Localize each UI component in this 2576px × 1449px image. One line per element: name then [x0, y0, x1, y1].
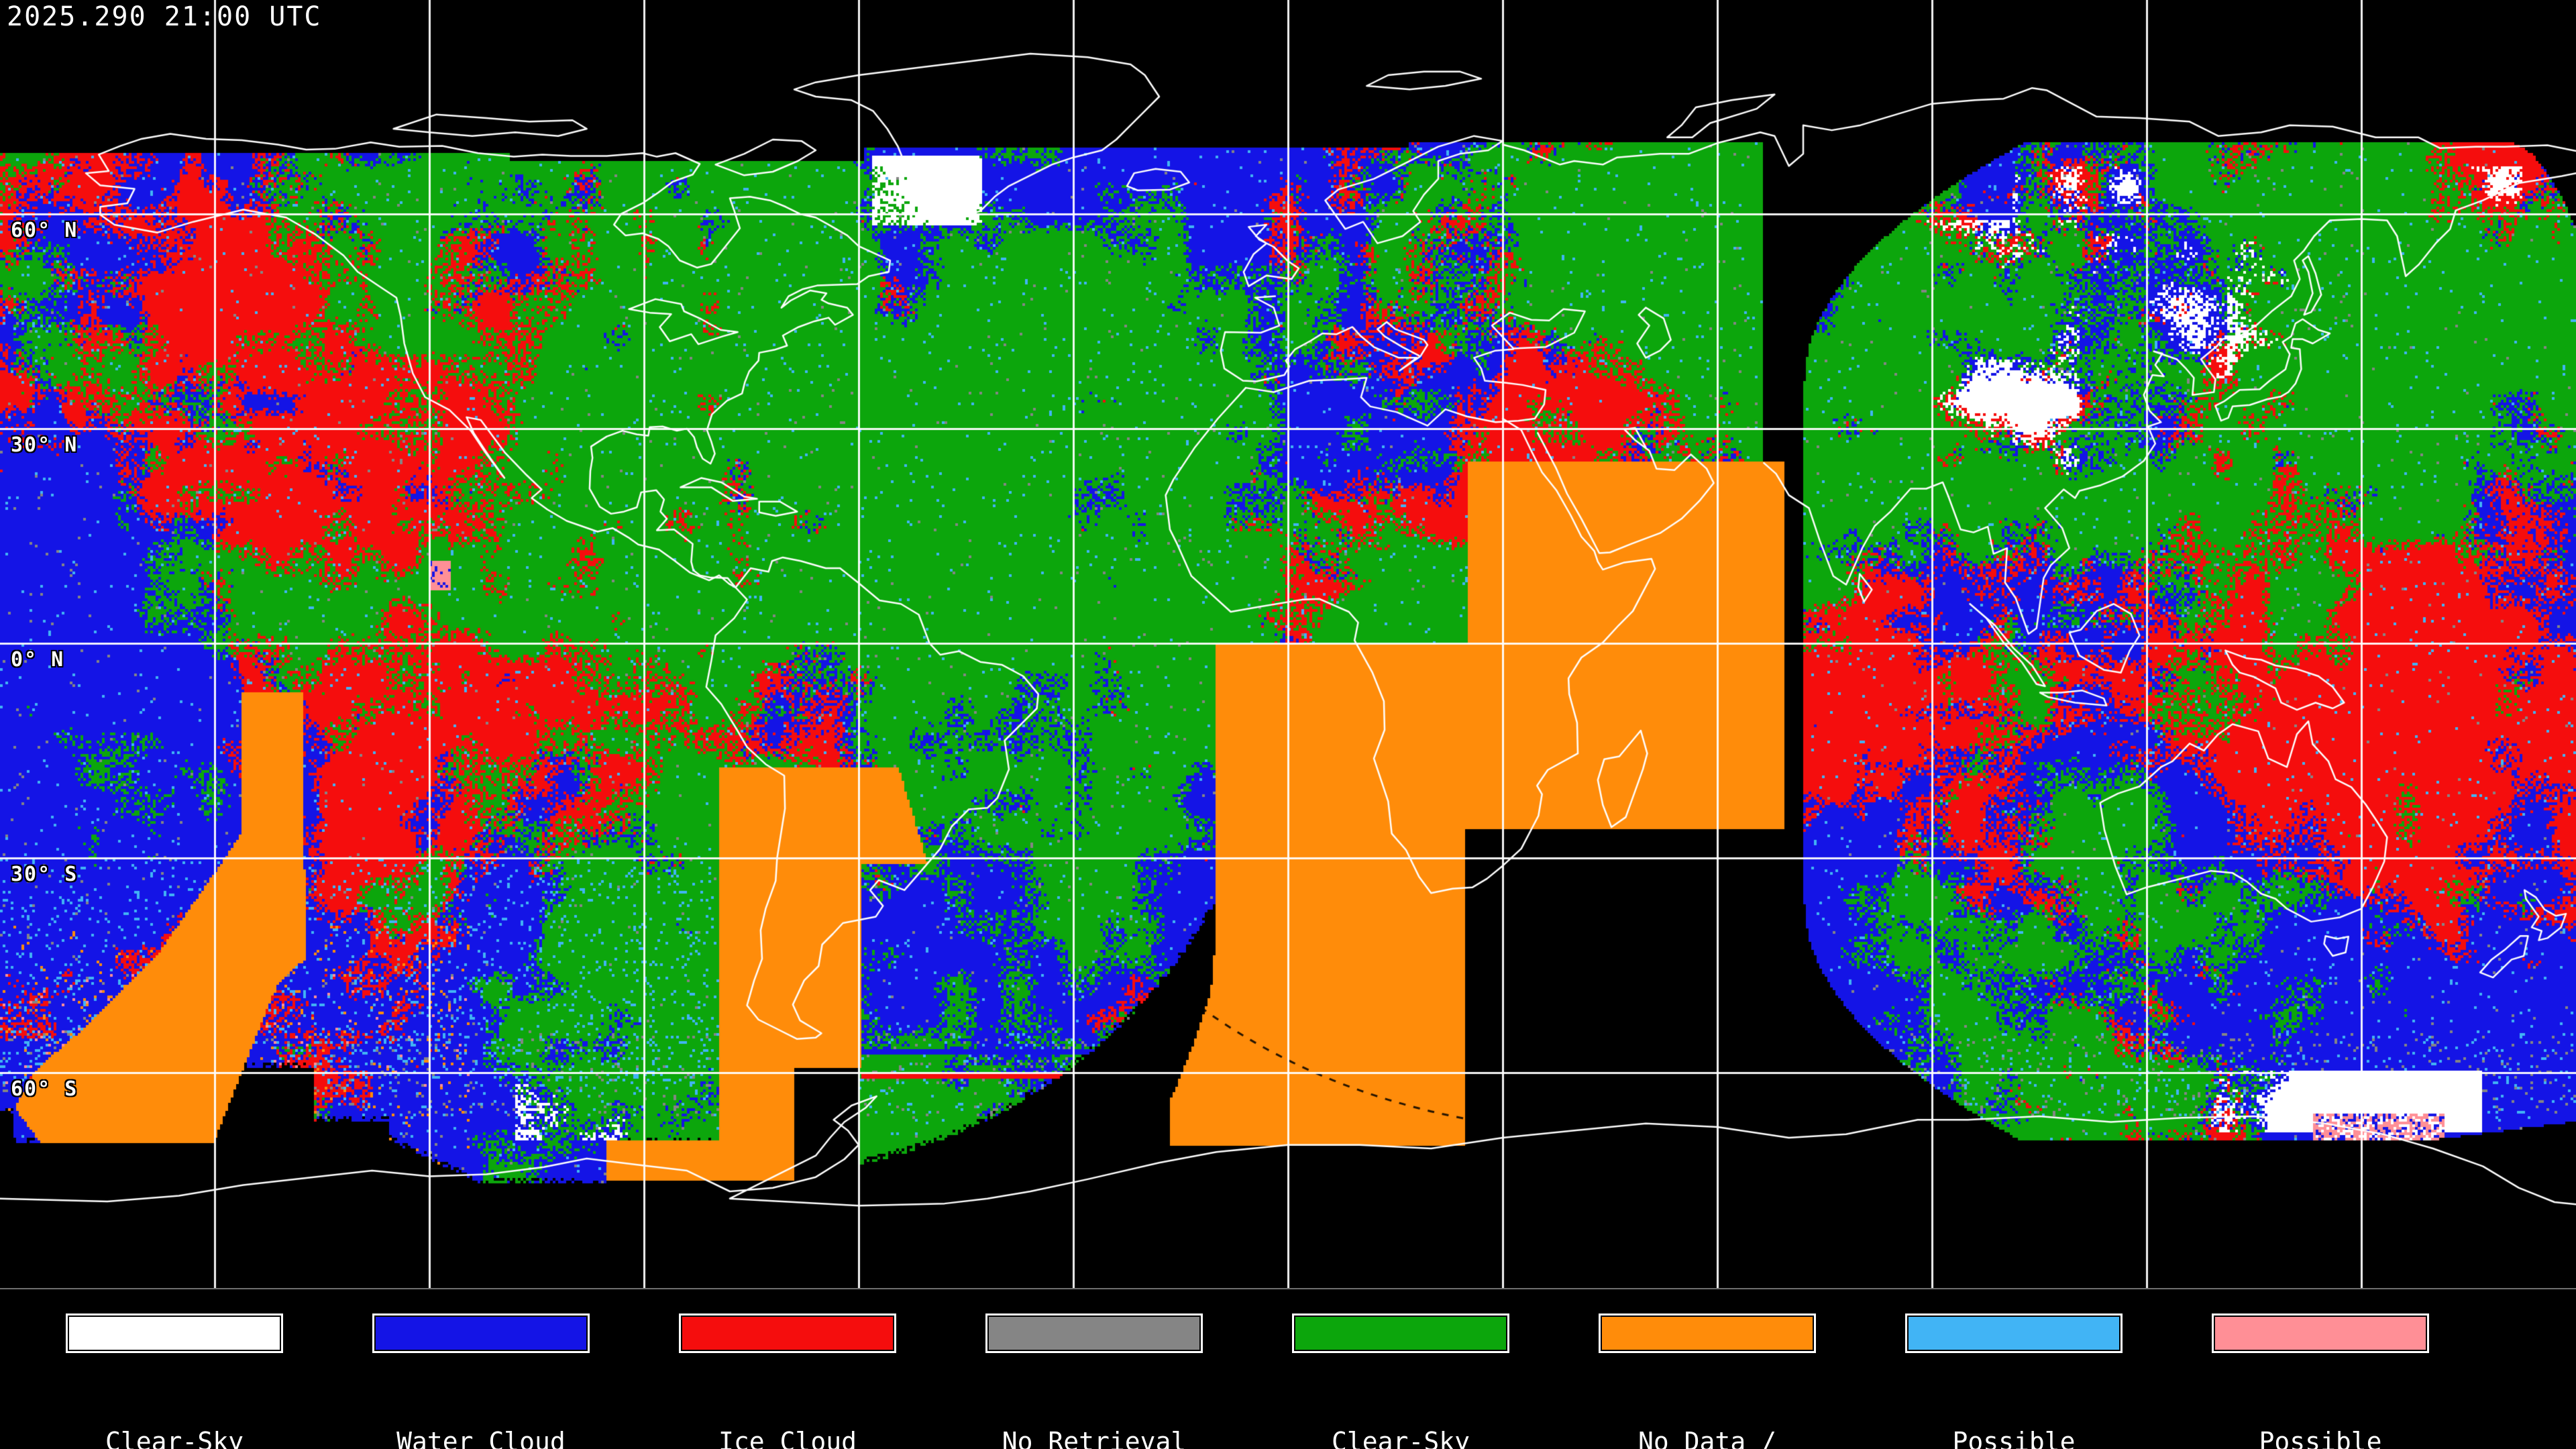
- legend-label-line1: Ice Cloud: [718, 1427, 857, 1449]
- legend-item-possible-water-cloud: Possible Water Cloud: [1905, 1289, 2123, 1449]
- possible-water-cloud-swatch: [1905, 1313, 2123, 1353]
- no-data-bad-input-swatch: [1599, 1313, 1816, 1353]
- legend-label-line1: Clear-Sky: [105, 1427, 244, 1449]
- lat-label-30s: 30° S: [11, 863, 78, 886]
- map-area: 2025.290 21:00 UTC 60° N 30° N 0° N 30° …: [0, 0, 2576, 1288]
- legend-item-ice-cloud: Ice Cloud: [679, 1289, 896, 1449]
- legend-item-no-retrieval: No Retrieval: [985, 1289, 1203, 1449]
- legend-item-no-data-bad-input: No Data / Bad Input: [1599, 1289, 1816, 1449]
- legend-label-line1: Clear-Sky: [1332, 1427, 1470, 1449]
- possible-ice-cloud-swatch: [2212, 1313, 2429, 1353]
- legend-item-clear-sky-snow-ice: Clear-Sky Snow/Ice: [66, 1289, 283, 1449]
- timestamp: 2025.290 21:00 UTC: [7, 1, 322, 32]
- ice-cloud-swatch: [679, 1313, 896, 1353]
- legend-label-line1: No Data /: [1638, 1427, 1776, 1449]
- legend-item-water-cloud: Water Cloud: [372, 1289, 590, 1449]
- legend-item-possible-ice-cloud: Possible Ice Cloud: [2212, 1289, 2429, 1449]
- lat-label-30n: 30° N: [11, 433, 78, 457]
- legend-label-line1: Possible: [2259, 1427, 2382, 1449]
- clear-sky-land-water-swatch: [1292, 1313, 1509, 1353]
- lat-label-60n: 60° N: [11, 219, 78, 242]
- legend-label-line1: Possible: [1952, 1427, 2076, 1449]
- legend-item-clear-sky-land-water: Clear-Sky Land/Water: [1292, 1289, 1509, 1449]
- legend-label-line1: Water Cloud: [396, 1427, 566, 1449]
- lat-label-60s: 60° S: [11, 1077, 78, 1101]
- no-retrieval-swatch: [985, 1313, 1203, 1353]
- clear-sky-snow-ice-swatch: [66, 1313, 283, 1353]
- lat-label-0n: 0° N: [11, 648, 65, 672]
- world-cloud-classification-map: [0, 0, 2576, 1288]
- legend: Clear-Sky Snow/Ice Water Cloud Ice Cloud…: [0, 1288, 2576, 1449]
- water-cloud-swatch: [372, 1313, 590, 1353]
- legend-label-line1: No Retrieval: [1002, 1427, 1187, 1449]
